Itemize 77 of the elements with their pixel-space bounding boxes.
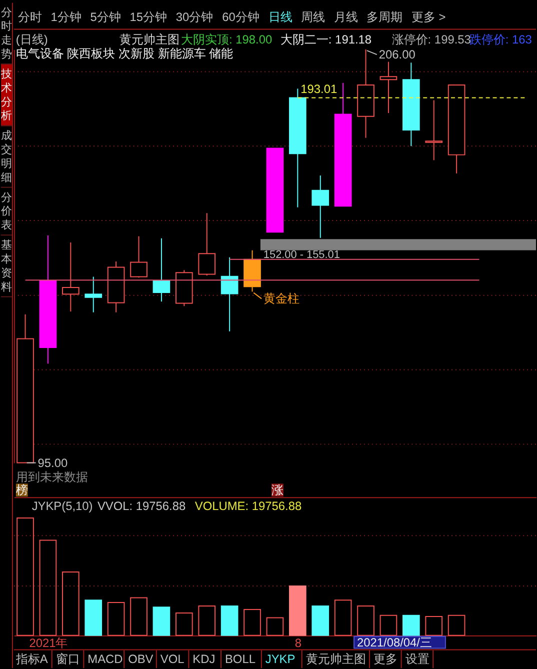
bar [425,616,443,636]
bar [220,605,238,636]
text: JYKP [265,652,296,666]
annotation: 黄金柱 [264,292,300,306]
bar [39,540,57,636]
bar [152,606,170,636]
candlestick [62,242,80,312]
text: 分价表 [0,192,12,232]
text: 成交明细 [0,129,12,184]
bar [357,605,374,636]
text: 分时 [18,10,42,24]
chart-title: (日线) [16,32,48,47]
bar [312,605,330,636]
bar [16,517,34,636]
bar [244,609,261,636]
x-tick-label: 8 [294,636,302,650]
bar [448,614,466,636]
text: 涨 [271,483,284,498]
annotation: 2021/08/04/三 [357,635,432,650]
text: KDJ [192,652,216,666]
bar [380,614,398,636]
text: 大阴二一: 191.18 [280,32,372,47]
candlestick [425,100,443,161]
chart-title: JYKP(5,10) [32,499,93,514]
text: 黄元帅主图 [306,652,366,666]
text: 30分钟 [176,10,214,24]
text: 技术分析 [0,68,12,122]
bar [175,612,193,636]
text: MACD [88,652,124,666]
text: 多周期 [366,10,403,24]
candlestick [220,256,238,332]
bar [130,597,148,636]
text: 用到未来数据 [16,470,88,484]
annotation: 95.00 [38,456,68,470]
bar [107,602,125,636]
text: 基本资料 [0,238,12,294]
candlestick [130,236,148,278]
text: 更多 [373,652,398,666]
text: 5分钟 [90,10,121,24]
text: 更多 > [411,10,446,24]
x-tick-label: 2021年 [29,636,68,650]
text: 设置 [405,652,430,666]
text: VOL [160,652,185,666]
text: 窗口 [56,652,80,666]
text: OBV [128,652,154,666]
text: 榜 [16,483,28,498]
text: 大阴实顶: 198.00 [180,32,272,47]
text: 日线 [268,10,292,24]
text: 分时走势 [0,6,12,61]
text: 1分钟 [50,10,82,24]
text: 60分钟 [222,10,260,24]
candlestick [152,238,170,302]
text: 指标A [14,652,48,666]
chart-subtitle: 电气设备 陕西板块 次新股 新能源车 储能 [16,46,234,61]
bar [266,617,284,636]
annotation: 206.00 [378,48,416,62]
text: 黄元帅主图 [119,32,180,47]
text: BOLL [224,652,256,666]
candlestick [84,276,102,313]
candlestick [198,212,216,276]
text: 涨停价: 199.53 [392,32,472,47]
candlestick [312,174,330,238]
text: 跌停价: 163 [469,32,532,47]
bar [402,614,420,636]
bar [198,605,216,636]
text: 15分钟 [130,10,167,24]
text: VOLUME: 19756.88 [194,499,302,514]
bar [62,571,80,636]
candlestick [380,61,398,114]
text: 月线 [334,10,358,24]
bar [288,586,306,636]
bar [334,600,352,636]
bar [84,600,102,636]
text: 周线 [301,10,326,24]
band-label: 152.00 - 155.01 [263,248,340,261]
annotation: 193.01 [300,82,338,96]
text: VVOL: 19756.88 [97,499,186,514]
